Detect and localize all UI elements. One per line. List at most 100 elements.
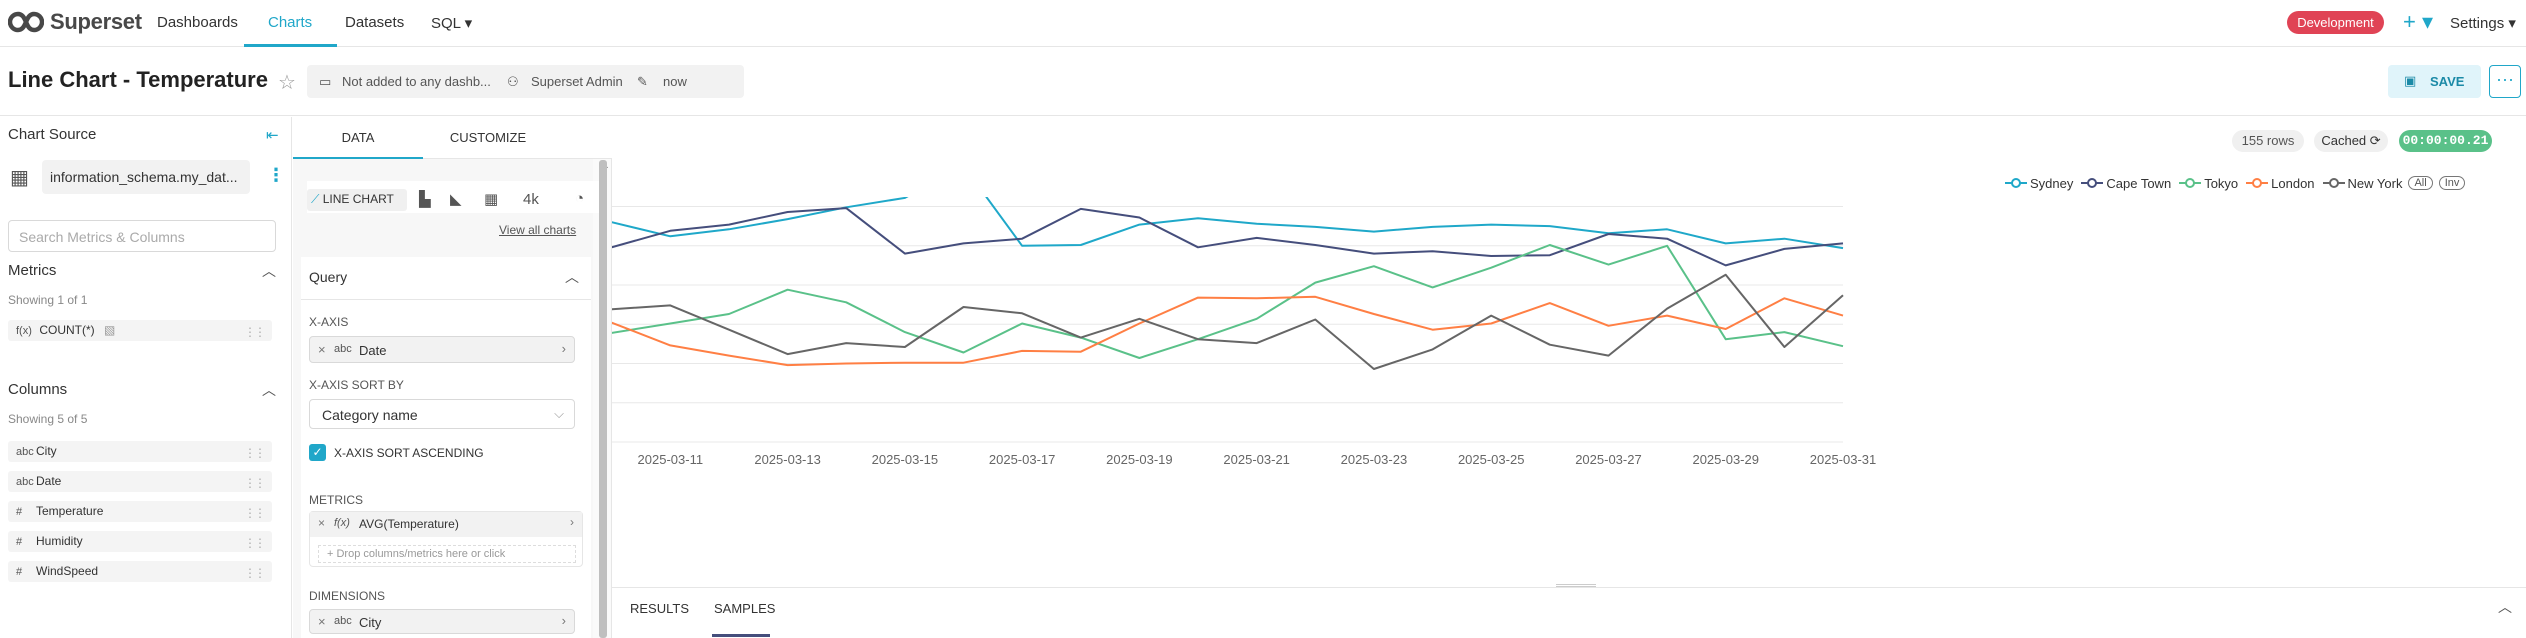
legend-item-sydney[interactable]: Sydney <box>2005 176 2073 191</box>
nav-charts[interactable]: Charts <box>268 14 313 31</box>
pie-chart-icon[interactable]: ◔ <box>575 190 585 207</box>
string-type-icon: abc <box>16 446 34 458</box>
x-axis-sort-select[interactable]: Category name ⌵ <box>309 399 575 429</box>
big-number-4k-icon[interactable]: 4k <box>523 191 539 208</box>
datasource-panel: Chart Source ⇤ ▦ information_schema.my_d… <box>0 117 292 638</box>
x-axis-field[interactable]: × abc Date › <box>309 336 575 363</box>
drop-metrics-placeholder[interactable]: + Drop columns/metrics here or click <box>318 545 576 563</box>
tab-customize[interactable]: CUSTOMIZE <box>449 130 527 145</box>
column-item-date[interactable]: abc Date ⋮⋮ <box>8 471 272 492</box>
cached-badge[interactable]: Cached ⟳ <box>2314 130 2388 152</box>
save-button[interactable]: ▣ SAVE <box>2388 65 2481 98</box>
column-label: Humidity <box>36 534 83 548</box>
x-tick-label: 2025-03-21 <box>1223 452 1290 467</box>
nav-dashboards[interactable]: Dashboards <box>157 14 238 31</box>
view-all-charts-link[interactable]: View all charts <box>499 223 577 237</box>
numeric-type-icon: # <box>16 536 23 548</box>
metric-item[interactable]: f(x) COUNT(*) ▧ ⋮⋮ <box>8 320 272 341</box>
string-type-icon: abc <box>334 343 352 355</box>
section-divider <box>301 299 591 300</box>
legend-marker <box>2081 178 2104 188</box>
chevron-down-icon: ⌵ <box>554 406 564 421</box>
drag-handle-icon[interactable]: ⋮⋮ <box>244 566 266 580</box>
x-tick-label: 2025-03-31 <box>1810 452 1877 467</box>
close-icon[interactable]: × <box>318 516 326 530</box>
chart-container: 155 rows Cached ⟳ 00:00:00.21 Sydney Cape… <box>612 117 2526 638</box>
modified-info[interactable]: now <box>663 74 687 89</box>
tab-samples[interactable]: SAMPLES <box>714 601 776 616</box>
owner-info[interactable]: Superset Admin <box>531 74 623 89</box>
tab-data[interactable]: DATA <box>293 117 423 159</box>
chevron-up-icon[interactable]: ︿ <box>565 269 579 285</box>
legend-item-new-york[interactable]: New York <box>2322 176 2402 191</box>
sort-ascending-label: X-AXIS SORT ASCENDING <box>334 446 484 460</box>
plus-menu-icon[interactable]: + ▾ <box>2403 9 2434 34</box>
close-icon[interactable]: × <box>318 614 326 629</box>
column-item-temperature[interactable]: # Temperature ⋮⋮ <box>8 501 272 522</box>
top-navbar: Superset Dashboards Charts Datasets SQL … <box>0 0 2526 47</box>
chevron-up-icon[interactable]: ︿ <box>2498 599 2512 615</box>
sql-icon: ▧ <box>104 323 116 337</box>
column-label: Temperature <box>36 504 104 518</box>
x-tick-label: 2025-03-25 <box>1458 452 1525 467</box>
nav-datasets[interactable]: Datasets <box>345 14 405 31</box>
legend-item-cape-town[interactable]: Cape Town <box>2081 176 2171 191</box>
dimension-pill[interactable]: × abc City › <box>309 609 575 634</box>
collapse-panel-icon[interactable]: ⇤ <box>266 127 279 144</box>
chevron-up-icon[interactable]: ︿ <box>262 382 276 398</box>
dataset-menu-icon[interactable]: ⋮ <box>267 165 285 185</box>
x-tick-label: 2025-03-17 <box>989 452 1056 467</box>
more-options-button[interactable]: ··· <box>2489 65 2521 98</box>
bar-chart-icon[interactable]: ▙ <box>419 191 431 208</box>
column-item-city[interactable]: abc City ⋮⋮ <box>8 441 272 462</box>
legend-marker <box>2246 178 2269 188</box>
metrics-section-title[interactable]: Metrics <box>8 262 57 279</box>
resize-handle[interactable] <box>1556 584 1596 587</box>
viz-line-chart-button[interactable]: ⟋ LINE CHART <box>307 189 407 211</box>
tab-results[interactable]: RESULTS <box>630 601 689 616</box>
legend-invert-button[interactable]: Inv <box>2438 176 2466 190</box>
drag-handle-icon[interactable]: ⋮⋮ <box>244 446 266 460</box>
line-chart: -5051015202530352025-03-012025-03-032025… <box>612 197 1877 467</box>
dashboards-info[interactable]: Not added to any dashb... <box>342 74 491 89</box>
pencil-icon: ✎ <box>637 74 648 89</box>
x-tick-label: 2025-03-27 <box>1575 452 1642 467</box>
metric-pill[interactable]: × f(x) AVG(Temperature) › <box>310 512 582 537</box>
brand-name: Superset <box>50 9 142 34</box>
area-chart-icon[interactable]: ◣ <box>450 191 462 208</box>
drag-handle-icon[interactable]: ⋮⋮ <box>244 476 266 490</box>
drag-handle-icon[interactable]: ⋮⋮ <box>244 536 266 550</box>
column-label: City <box>36 444 57 458</box>
column-item-humidity[interactable]: # Humidity ⋮⋮ <box>8 531 272 552</box>
close-icon[interactable]: × <box>318 342 326 357</box>
metric-value: AVG(Temperature) <box>359 517 459 531</box>
favorite-star-icon[interactable]: ☆ <box>278 72 296 94</box>
query-title[interactable]: Query <box>309 269 348 285</box>
user-icon: ⚇ <box>507 74 519 89</box>
chevron-up-icon[interactable]: ︿ <box>262 263 276 279</box>
drag-handle-icon[interactable]: ⋮⋮ <box>244 506 266 520</box>
superset-logo[interactable]: Superset <box>8 9 142 35</box>
columns-count: Showing 5 of 5 <box>8 412 88 426</box>
chart-title[interactable]: Line Chart - Temperature <box>8 67 268 92</box>
drag-handle-icon[interactable]: ⋮⋮ <box>244 325 266 339</box>
dimension-value: City <box>359 615 382 630</box>
chart-metadata-bar: ▭ Not added to any dashb... ⚇ Superset A… <box>307 65 744 98</box>
legend-item-tokyo[interactable]: Tokyo <box>2179 176 2238 191</box>
sort-ascending-checkbox[interactable]: ✓ <box>309 444 326 461</box>
nav-sql[interactable]: SQL ▾ <box>431 15 473 32</box>
control-panel-scrollbar[interactable] <box>599 160 607 638</box>
dataset-name[interactable]: information_schema.my_dat... <box>42 160 250 194</box>
legend-item-london[interactable]: London <box>2246 176 2315 191</box>
columns-section-title[interactable]: Columns <box>8 381 68 398</box>
column-item-windspeed[interactable]: # WindSpeed ⋮⋮ <box>8 561 272 582</box>
save-icon: ▣ <box>2404 73 2417 88</box>
query-timer: 00:00:00.21 <box>2399 130 2492 152</box>
legend-marker <box>2179 178 2202 188</box>
legend-select-all-button[interactable]: All <box>2408 176 2433 190</box>
superset-logo-icon <box>8 11 44 33</box>
settings-menu[interactable]: Settings ▾ <box>2450 15 2516 32</box>
table-chart-icon[interactable]: ▦ <box>484 191 499 208</box>
search-metrics-input[interactable]: Search Metrics & Columns <box>8 220 276 252</box>
metrics-count: Showing 1 of 1 <box>8 293 88 307</box>
